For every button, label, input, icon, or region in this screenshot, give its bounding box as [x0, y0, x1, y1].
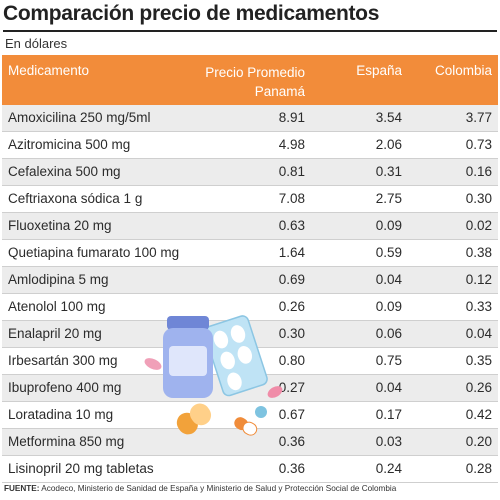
table-row: Loratadina 10 mg 0.67 0.17 0.42	[2, 402, 498, 429]
table-row: Amoxicilina 250 mg/5ml 8.91 3.54 3.77	[2, 105, 498, 132]
cell-colombia: 0.16	[465, 164, 492, 179]
header-medicamento: Medicamento	[8, 63, 90, 78]
cell-medicamento: Fluoxetina 20 mg	[8, 218, 112, 233]
cell-colombia: 0.28	[465, 461, 492, 476]
header-panama-line2: Panamá	[254, 84, 305, 99]
cell-colombia: 0.42	[465, 407, 492, 422]
source-label: FUENTE:	[4, 484, 40, 493]
cell-colombia: 3.77	[465, 110, 492, 125]
cell-espana: 0.17	[375, 407, 402, 422]
table-row: Quetiapina fumarato 100 mg 1.64 0.59 0.38	[2, 240, 498, 267]
cell-medicamento: Amlodipina 5 mg	[8, 272, 109, 287]
header-panama-line1: Precio Promedio	[205, 65, 305, 80]
cell-medicamento: Metformina 850 mg	[8, 434, 125, 449]
table-row: Lisinopril 20 mg tabletas 0.36 0.24 0.28	[2, 456, 498, 483]
cell-panama: 0.36	[278, 434, 305, 449]
cell-panama: 0.26	[278, 299, 305, 314]
cell-espana: 0.24	[375, 461, 402, 476]
table-row: Ibuprofeno 400 mg 0.27 0.04 0.26	[2, 375, 498, 402]
cell-colombia: 0.35	[465, 353, 492, 368]
subtitle: En dólares	[5, 36, 68, 51]
cell-espana: 0.09	[375, 218, 402, 233]
cell-panama: 1.64	[278, 245, 305, 260]
table-row: Atenolol 100 mg 0.26 0.09 0.33	[2, 294, 498, 321]
header-colombia: Colombia	[434, 63, 492, 78]
cell-colombia: 0.30	[465, 191, 492, 206]
cell-espana: 0.59	[375, 245, 402, 260]
source-note: FUENTE: Acodeco, Ministerio de Sanidad d…	[4, 484, 396, 493]
table-row: Fluoxetina 20 mg 0.63 0.09 0.02	[2, 213, 498, 240]
table-row: Metformina 850 mg 0.36 0.03 0.20	[2, 429, 498, 456]
cell-medicamento: Ceftriaxona sódica 1 g	[8, 191, 143, 206]
cell-espana: 0.04	[375, 380, 402, 395]
table-row: Amlodipina 5 mg 0.69 0.04 0.12	[2, 267, 498, 294]
table-row: Irbesartán 300 mg 0.80 0.75 0.35	[2, 348, 498, 375]
cell-panama: 0.36	[278, 461, 305, 476]
source-text: Acodeco, Ministerio de Sanidad de España…	[39, 484, 397, 493]
cell-medicamento: Enalapril 20 mg	[8, 326, 102, 341]
cell-medicamento: Quetiapina fumarato 100 mg	[8, 245, 180, 260]
table-row: Azitromicina 500 mg 4.98 2.06 0.73	[2, 132, 498, 159]
cell-panama: 0.67	[278, 407, 305, 422]
cell-medicamento: Irbesartán 300 mg	[8, 353, 118, 368]
cell-colombia: 0.38	[465, 245, 492, 260]
cell-colombia: 0.73	[465, 137, 492, 152]
cell-espana: 0.06	[375, 326, 402, 341]
cell-medicamento: Cefalexina 500 mg	[8, 164, 121, 179]
cell-medicamento: Azitromicina 500 mg	[8, 137, 131, 152]
cell-espana: 0.75	[375, 353, 402, 368]
cell-colombia: 0.12	[465, 272, 492, 287]
title-divider	[3, 30, 497, 32]
price-table: Medicamento Precio Promedio Panamá Españ…	[2, 55, 498, 483]
cell-espana: 0.03	[375, 434, 402, 449]
table-header: Medicamento Precio Promedio Panamá Españ…	[2, 55, 498, 105]
cell-medicamento: Atenolol 100 mg	[8, 299, 106, 314]
cell-panama: 0.30	[278, 326, 305, 341]
header-panama: Precio Promedio Panamá	[205, 63, 305, 101]
cell-espana: 3.54	[375, 110, 402, 125]
cell-colombia: 0.26	[465, 380, 492, 395]
cell-panama: 0.81	[278, 164, 305, 179]
table-body: Amoxicilina 250 mg/5ml 8.91 3.54 3.77 Azitro…	[2, 105, 498, 483]
cell-medicamento: Ibuprofeno 400 mg	[8, 380, 122, 395]
header-espana: España	[356, 63, 402, 78]
cell-panama: 0.80	[278, 353, 305, 368]
cell-panama: 4.98	[278, 137, 305, 152]
cell-panama: 8.91	[278, 110, 305, 125]
cell-espana: 2.75	[375, 191, 402, 206]
cell-colombia: 0.33	[465, 299, 492, 314]
table-row: Enalapril 20 mg 0.30 0.06 0.04	[2, 321, 498, 348]
cell-panama: 7.08	[278, 191, 305, 206]
table-row: Cefalexina 500 mg 0.81 0.31 0.16	[2, 159, 498, 186]
cell-espana: 0.04	[375, 272, 402, 287]
cell-medicamento: Amoxicilina 250 mg/5ml	[8, 110, 151, 125]
cell-panama: 0.69	[278, 272, 305, 287]
cell-colombia: 0.20	[465, 434, 492, 449]
cell-espana: 2.06	[375, 137, 402, 152]
page-title: Comparación precio de medicamentos	[3, 2, 380, 25]
cell-panama: 0.27	[278, 380, 305, 395]
cell-panama: 0.63	[278, 218, 305, 233]
cell-medicamento: Loratadina 10 mg	[8, 407, 114, 422]
cell-espana: 0.09	[375, 299, 402, 314]
table-row: Ceftriaxona sódica 1 g 7.08 2.75 0.30	[2, 186, 498, 213]
cell-medicamento: Lisinopril 20 mg tabletas	[8, 461, 154, 476]
cell-colombia: 0.04	[465, 326, 492, 341]
cell-espana: 0.31	[375, 164, 402, 179]
cell-colombia: 0.02	[465, 218, 492, 233]
